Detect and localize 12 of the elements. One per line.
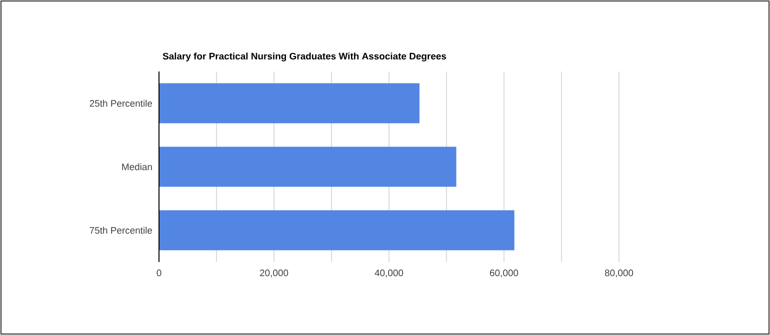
y-tick-label: Median: [122, 163, 152, 170]
x-tick-label: 60,000: [490, 270, 518, 278]
bar: [159, 146, 456, 187]
x-tick-label: 0: [156, 270, 162, 276]
bar: [159, 83, 420, 124]
x-tick-label: 80,000: [604, 270, 634, 278]
x-tick-label: 20,000: [260, 270, 288, 278]
chart-title: Salary for Practical Nursing Graduates With Associate Degrees: [162, 52, 446, 62]
x-tick-label: 40,000: [374, 270, 404, 278]
bar: [159, 210, 514, 250]
y-tick-label: 75th Percentile: [90, 226, 152, 234]
y-tick-label: 25th Percentile: [90, 100, 152, 107]
